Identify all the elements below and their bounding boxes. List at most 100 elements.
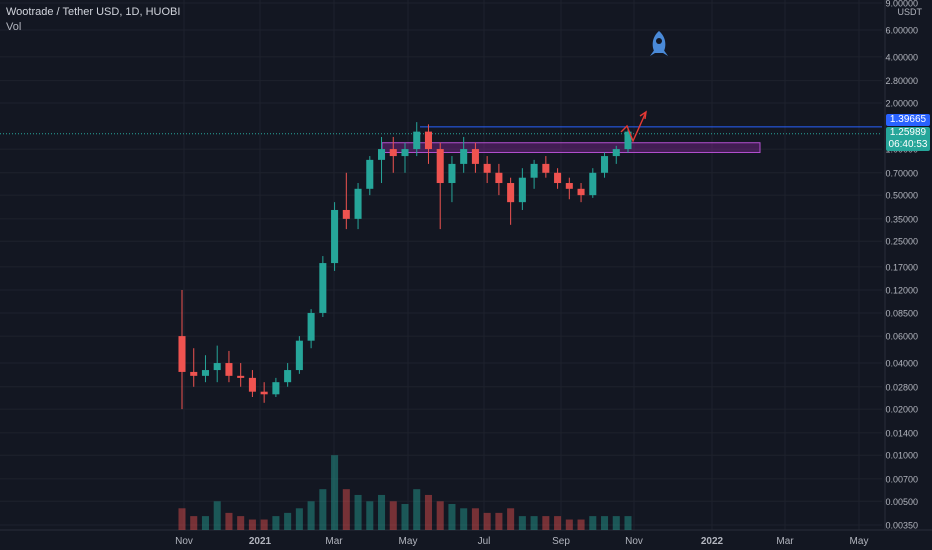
line-price-tag: 1.39665 [886, 114, 930, 126]
candle-body [319, 263, 327, 313]
volume-bar [495, 512, 503, 530]
volume-bar [225, 512, 233, 530]
volume-bar [471, 508, 479, 530]
volume-bar [483, 512, 491, 530]
candle-body [554, 172, 562, 184]
volume-bar [436, 501, 444, 530]
candle-body [424, 131, 432, 150]
volume-label[interactable]: Vol [6, 21, 22, 33]
volume-bar [530, 516, 538, 530]
volume-bar [378, 494, 386, 530]
price-tick-label: 9.00000 [885, 0, 918, 9]
price-tick-label: 2.80000 [885, 76, 918, 86]
candle-body [413, 131, 421, 150]
last-price-tag: 1.25989 06:40:53 [886, 127, 930, 151]
candle-body [401, 149, 409, 157]
candle-body [436, 149, 444, 184]
volume-bar [319, 489, 327, 530]
candle-body [366, 159, 374, 189]
price-tick-label: 0.00500 [885, 497, 918, 507]
candle-body [307, 312, 315, 341]
projection-arrow [620, 111, 647, 143]
candle-body [589, 172, 597, 196]
candle-body [577, 188, 585, 196]
volume-bar [178, 508, 186, 530]
time-tick-label: Jul [478, 536, 491, 547]
candle-body [295, 340, 303, 371]
volume-bar [295, 508, 303, 530]
volume-bar [413, 489, 421, 530]
price-tick-label: 0.01400 [885, 428, 918, 438]
volume-bar [507, 508, 515, 530]
volume-bar [389, 501, 397, 530]
time-tick-label: May [399, 536, 418, 547]
projection-arrow-head [639, 110, 647, 120]
time-tick-label: May [850, 536, 869, 547]
candle-body [178, 336, 186, 372]
volume-bar [354, 494, 362, 530]
volume-bar [448, 504, 456, 530]
time-tick-label: 2022 [701, 536, 724, 547]
candle-body [624, 131, 632, 150]
candle-body [495, 172, 503, 184]
price-tick-label: 0.35000 [885, 214, 918, 224]
candle-body [565, 183, 573, 189]
volume-bar [307, 501, 315, 530]
volume-bar [624, 516, 632, 530]
rocket-icon-glyph [650, 31, 668, 56]
candle-body [201, 370, 209, 376]
candle-body [237, 375, 245, 378]
volume-bar [601, 516, 609, 530]
candle-body [213, 363, 221, 371]
time-tick-label: Mar [776, 536, 794, 547]
price-tick-label: 0.06000 [885, 332, 918, 342]
price-tick-label: 0.70000 [885, 168, 918, 178]
price-tick-label: 4.00000 [885, 52, 918, 62]
price-tick-label: 0.17000 [885, 262, 918, 272]
volume-bar [401, 504, 409, 530]
volume-bar [260, 519, 268, 530]
rocket-icon [646, 30, 672, 68]
time-tick-label: Mar [325, 536, 343, 547]
price-tick-label: 0.25000 [885, 237, 918, 247]
price-tick-label: 0.01000 [885, 451, 918, 461]
volume-bar [554, 516, 562, 530]
price-tick-label: 0.02000 [885, 405, 918, 415]
price-tick-label: 0.04000 [885, 359, 918, 369]
price-tick-label: 6.00000 [885, 25, 918, 35]
candle-body [354, 188, 362, 219]
candle-body [542, 163, 550, 173]
price-tick-label: 0.02800 [885, 382, 918, 392]
volume-bar [565, 519, 573, 530]
candle-body [507, 183, 515, 203]
volume-bar [612, 516, 620, 530]
candle-body [248, 377, 256, 392]
price-tick-label: 0.12000 [885, 286, 918, 296]
currency-unit: USDT [897, 7, 923, 17]
volume-bar [237, 516, 245, 530]
candle-body [284, 370, 292, 383]
candle-body [483, 163, 491, 173]
candle-body [518, 177, 526, 203]
candle-body [272, 382, 280, 395]
price-tick-label: 0.00700 [885, 474, 918, 484]
time-tick-label: 2021 [249, 536, 272, 547]
volume-bar [589, 516, 597, 530]
price-tick-label: 2.00000 [885, 98, 918, 108]
candle-body [612, 149, 620, 157]
candle-body [530, 163, 538, 178]
volume-bar [460, 508, 468, 530]
candle-body [471, 149, 479, 164]
volume-bar [518, 516, 526, 530]
last-price-value: 1.25989 [889, 127, 927, 138]
candle-body [448, 163, 456, 184]
symbol-title[interactable]: Wootrade / Tether USD, 1D, HUOBI [6, 6, 181, 18]
volume-bar [542, 516, 550, 530]
volume-bar [342, 489, 350, 530]
volume-bar [331, 455, 339, 530]
time-tick-label: Nov [625, 536, 643, 547]
candle-body [190, 371, 198, 376]
price-tick-label: 0.00350 [885, 521, 918, 531]
